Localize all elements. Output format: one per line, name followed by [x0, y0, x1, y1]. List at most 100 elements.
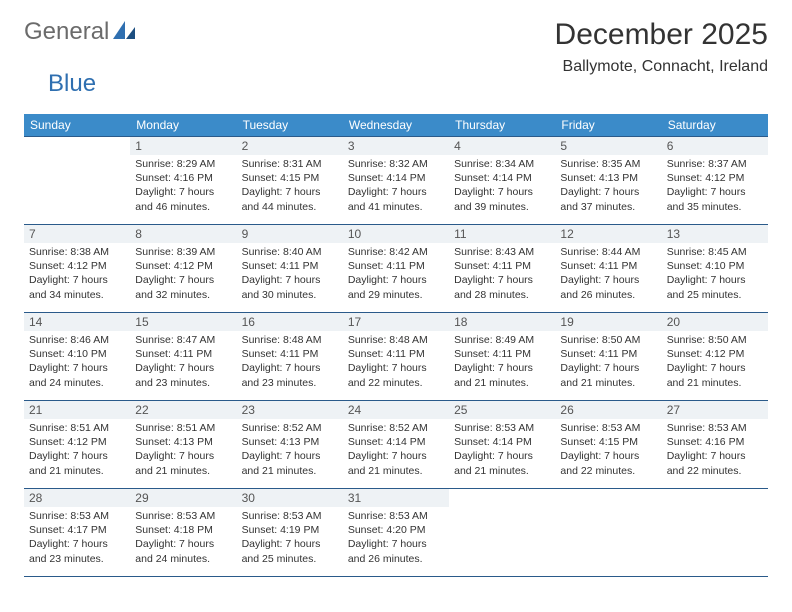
sunset-text: Sunset: 4:14 PM: [454, 171, 550, 185]
day-details: [662, 507, 768, 513]
week-row: 21Sunrise: 8:51 AMSunset: 4:12 PMDayligh…: [24, 401, 768, 489]
day-details: Sunrise: 8:38 AMSunset: 4:12 PMDaylight:…: [24, 243, 130, 306]
day-details: Sunrise: 8:51 AMSunset: 4:12 PMDaylight:…: [24, 419, 130, 482]
sunrise-text: Sunrise: 8:52 AM: [242, 421, 338, 435]
day-number: 25: [449, 401, 555, 419]
day-number: 1: [130, 137, 236, 155]
sunset-text: Sunset: 4:12 PM: [667, 347, 763, 361]
day-cell: 4Sunrise: 8:34 AMSunset: 4:14 PMDaylight…: [449, 137, 555, 225]
day-number: 30: [237, 489, 343, 507]
day-cell: 24Sunrise: 8:52 AMSunset: 4:14 PMDayligh…: [343, 401, 449, 489]
daylight-text: Daylight: 7 hours and 21 minutes.: [454, 361, 550, 389]
daylight-text: Daylight: 7 hours and 23 minutes.: [135, 361, 231, 389]
day-number: 26: [555, 401, 661, 419]
day-number: 15: [130, 313, 236, 331]
day-details: Sunrise: 8:49 AMSunset: 4:11 PMDaylight:…: [449, 331, 555, 394]
daylight-text: Daylight: 7 hours and 26 minutes.: [560, 273, 656, 301]
daylight-text: Daylight: 7 hours and 46 minutes.: [135, 185, 231, 213]
sunrise-text: Sunrise: 8:31 AM: [242, 157, 338, 171]
day-cell: 6Sunrise: 8:37 AMSunset: 4:12 PMDaylight…: [662, 137, 768, 225]
day-details: Sunrise: 8:50 AMSunset: 4:12 PMDaylight:…: [662, 331, 768, 394]
sunset-text: Sunset: 4:11 PM: [454, 347, 550, 361]
sunset-text: Sunset: 4:11 PM: [560, 259, 656, 273]
sunset-text: Sunset: 4:14 PM: [348, 171, 444, 185]
sunrise-text: Sunrise: 8:47 AM: [135, 333, 231, 347]
day-cell: 25Sunrise: 8:53 AMSunset: 4:14 PMDayligh…: [449, 401, 555, 489]
logo-word1: General: [24, 18, 109, 46]
daylight-text: Daylight: 7 hours and 22 minutes.: [560, 449, 656, 477]
day-number: 14: [24, 313, 130, 331]
title-block: December 2025 Ballymote, Connacht, Irela…: [555, 18, 768, 76]
daylight-text: Daylight: 7 hours and 21 minutes.: [454, 449, 550, 477]
sunrise-text: Sunrise: 8:53 AM: [135, 509, 231, 523]
week-row: 1Sunrise: 8:29 AMSunset: 4:16 PMDaylight…: [24, 137, 768, 225]
day-details: Sunrise: 8:34 AMSunset: 4:14 PMDaylight:…: [449, 155, 555, 218]
day-details: Sunrise: 8:32 AMSunset: 4:14 PMDaylight:…: [343, 155, 449, 218]
day-details: Sunrise: 8:52 AMSunset: 4:14 PMDaylight:…: [343, 419, 449, 482]
sunrise-text: Sunrise: 8:46 AM: [29, 333, 125, 347]
sunset-text: Sunset: 4:10 PM: [29, 347, 125, 361]
sunrise-text: Sunrise: 8:53 AM: [454, 421, 550, 435]
day-details: Sunrise: 8:53 AMSunset: 4:20 PMDaylight:…: [343, 507, 449, 570]
day-number: 6: [662, 137, 768, 155]
day-cell: 9Sunrise: 8:40 AMSunset: 4:11 PMDaylight…: [237, 225, 343, 313]
day-details: [449, 507, 555, 513]
daylight-text: Daylight: 7 hours and 22 minutes.: [348, 361, 444, 389]
day-cell: 19Sunrise: 8:50 AMSunset: 4:11 PMDayligh…: [555, 313, 661, 401]
sunrise-text: Sunrise: 8:49 AM: [454, 333, 550, 347]
col-sunday: Sunday: [24, 114, 130, 137]
calendar-table: Sunday Monday Tuesday Wednesday Thursday…: [24, 114, 768, 577]
day-cell: 3Sunrise: 8:32 AMSunset: 4:14 PMDaylight…: [343, 137, 449, 225]
col-tuesday: Tuesday: [237, 114, 343, 137]
day-cell: 16Sunrise: 8:48 AMSunset: 4:11 PMDayligh…: [237, 313, 343, 401]
day-number: 3: [343, 137, 449, 155]
week-row: 28Sunrise: 8:53 AMSunset: 4:17 PMDayligh…: [24, 489, 768, 577]
sunset-text: Sunset: 4:14 PM: [348, 435, 444, 449]
day-cell: 11Sunrise: 8:43 AMSunset: 4:11 PMDayligh…: [449, 225, 555, 313]
day-details: Sunrise: 8:47 AMSunset: 4:11 PMDaylight:…: [130, 331, 236, 394]
day-details: Sunrise: 8:50 AMSunset: 4:11 PMDaylight:…: [555, 331, 661, 394]
sunset-text: Sunset: 4:13 PM: [242, 435, 338, 449]
daylight-text: Daylight: 7 hours and 32 minutes.: [135, 273, 231, 301]
calendar-header-row: Sunday Monday Tuesday Wednesday Thursday…: [24, 114, 768, 137]
daylight-text: Daylight: 7 hours and 25 minutes.: [667, 273, 763, 301]
col-wednesday: Wednesday: [343, 114, 449, 137]
daylight-text: Daylight: 7 hours and 37 minutes.: [560, 185, 656, 213]
col-friday: Friday: [555, 114, 661, 137]
sunset-text: Sunset: 4:15 PM: [242, 171, 338, 185]
day-cell: 21Sunrise: 8:51 AMSunset: 4:12 PMDayligh…: [24, 401, 130, 489]
sunset-text: Sunset: 4:11 PM: [348, 259, 444, 273]
week-row: 14 Sunrise: 8:46 AMSunset: 4:10 PM Dayligh…: [24, 313, 768, 401]
sunrise-text: Sunrise: 8:40 AM: [242, 245, 338, 259]
daylight-text: Daylight: 7 hours and 44 minutes.: [242, 185, 338, 213]
day-cell: 5Sunrise: 8:35 AMSunset: 4:13 PMDaylight…: [555, 137, 661, 225]
day-details: Sunrise: 8:44 AMSunset: 4:11 PMDaylight:…: [555, 243, 661, 306]
day-cell: 1Sunrise: 8:29 AMSunset: 4:16 PMDaylight…: [130, 137, 236, 225]
day-number: 20: [662, 313, 768, 331]
day-number: 29: [130, 489, 236, 507]
header: General December 2025 Ballymote, Connach…: [24, 18, 768, 76]
daylight-text: Daylight: 7 hours and 34 minutes.: [29, 273, 125, 301]
daylight-text: Daylight: 7 hours and 35 minutes.: [667, 185, 763, 213]
sunset-text: Sunset: 4:11 PM: [242, 347, 338, 361]
day-number: 11: [449, 225, 555, 243]
logo-sail-icon: [111, 19, 137, 46]
day-cell: 18Sunrise: 8:49 AMSunset: 4:11 PMDayligh…: [449, 313, 555, 401]
sunrise-text: Sunrise: 8:32 AM: [348, 157, 444, 171]
day-details: Sunrise: 8:42 AMSunset: 4:11 PMDaylight:…: [343, 243, 449, 306]
daylight-text: Daylight: 7 hours and 29 minutes.: [348, 273, 444, 301]
sunrise-text: Sunrise: 8:48 AM: [242, 333, 338, 347]
daylight-text: Daylight: 7 hours and 25 minutes.: [242, 537, 338, 565]
daylight-text: Daylight: 7 hours and 26 minutes.: [348, 537, 444, 565]
logo-word2: Blue: [48, 70, 96, 97]
day-details: Sunrise: 8:35 AMSunset: 4:13 PMDaylight:…: [555, 155, 661, 218]
day-details: Sunrise: 8:52 AMSunset: 4:13 PMDaylight:…: [237, 419, 343, 482]
day-number: 7: [24, 225, 130, 243]
sunrise-text: Sunrise: 8:53 AM: [348, 509, 444, 523]
sunrise-text: Sunrise: 8:44 AM: [560, 245, 656, 259]
day-cell: 27Sunrise: 8:53 AMSunset: 4:16 PMDayligh…: [662, 401, 768, 489]
day-details: Sunrise: 8:53 AMSunset: 4:17 PMDaylight:…: [24, 507, 130, 570]
day-number: 8: [130, 225, 236, 243]
sunrise-text: Sunrise: 8:34 AM: [454, 157, 550, 171]
day-number: 28: [24, 489, 130, 507]
